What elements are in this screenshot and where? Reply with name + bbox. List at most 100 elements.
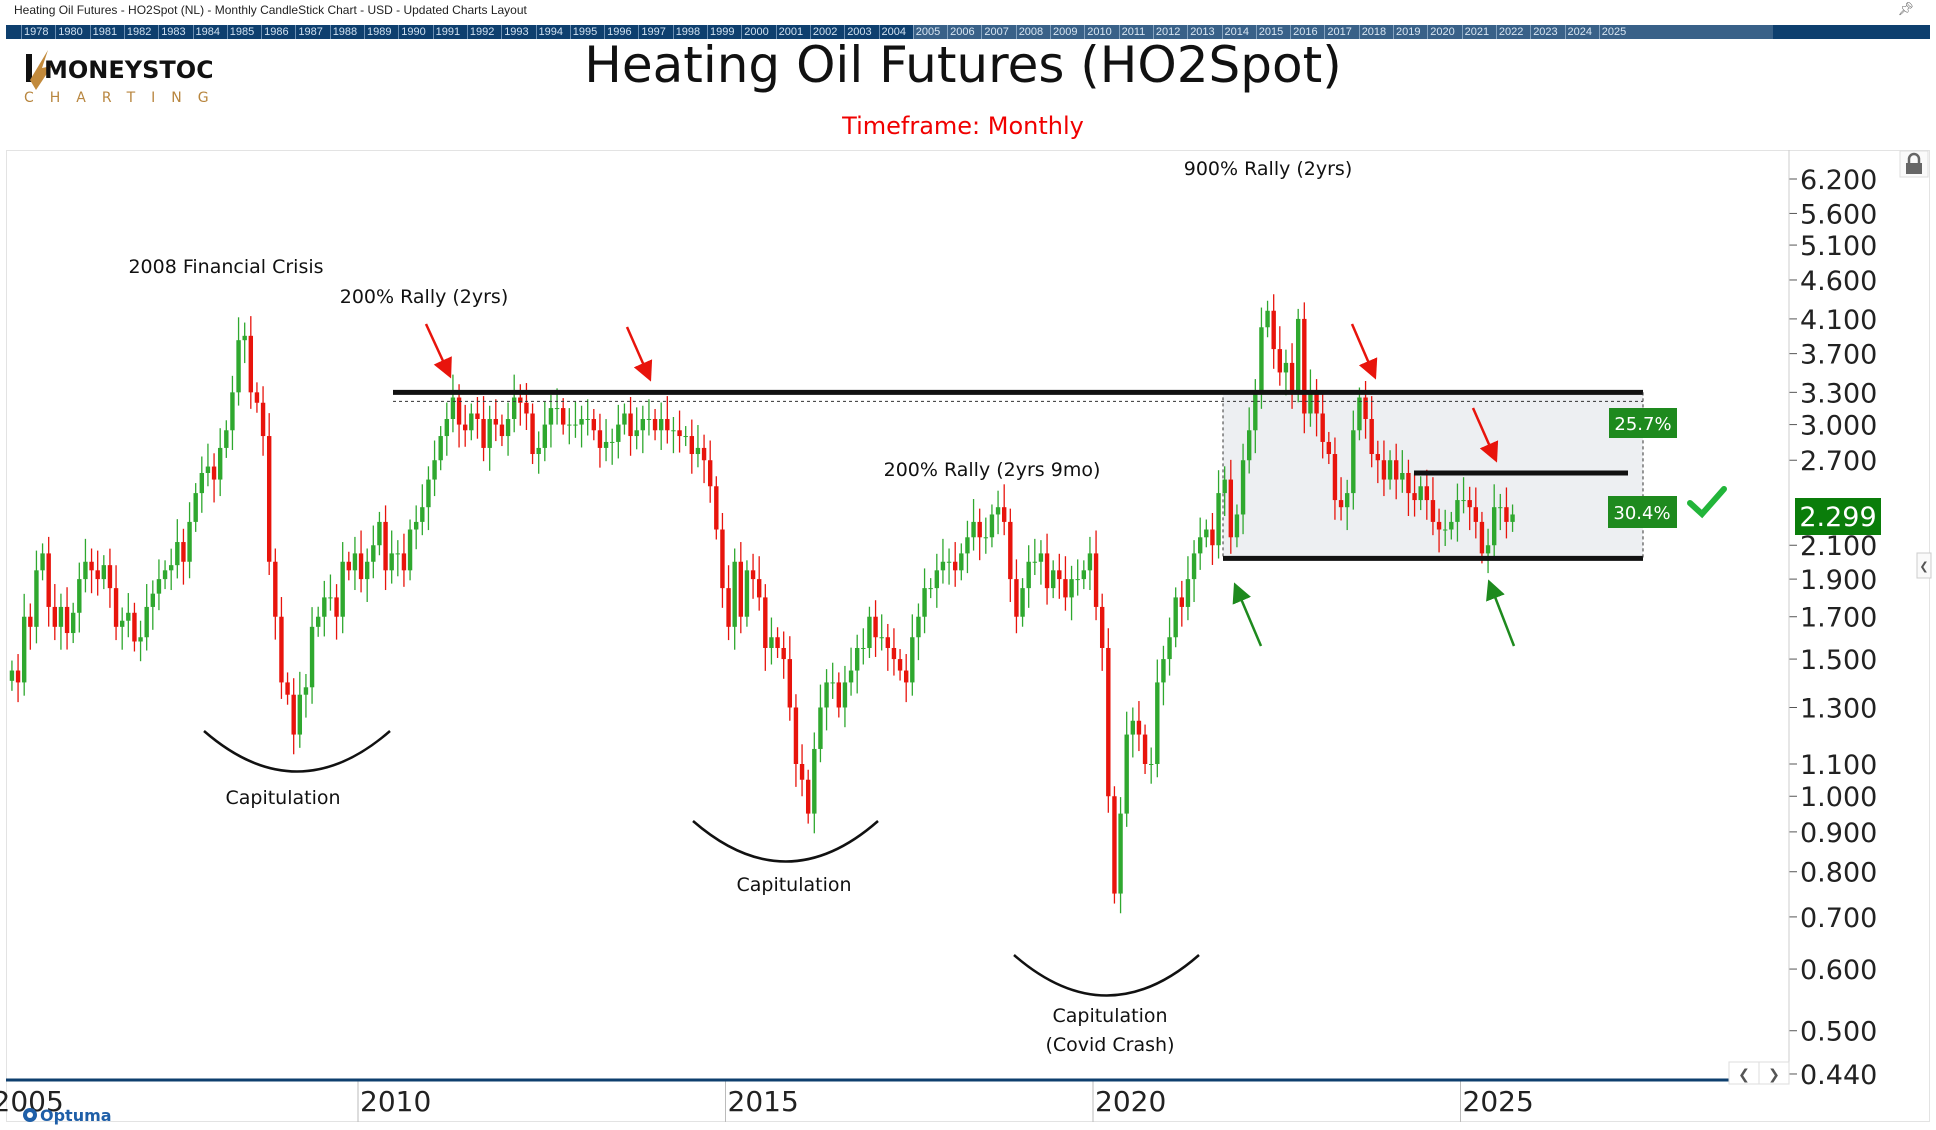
navigator-year[interactable]: 1993	[501, 25, 529, 39]
scroll-left-button[interactable]: ❮	[1728, 1061, 1760, 1085]
navigator-year[interactable]: 1986	[261, 25, 289, 39]
y-tick-label: 1.000	[1800, 782, 1877, 813]
navigator-year[interactable]: 1983	[158, 25, 186, 39]
navigator-year[interactable]: 1996	[604, 25, 632, 39]
navigator-year[interactable]: 2001	[775, 25, 803, 39]
navigator-year[interactable]: 1985	[226, 25, 254, 39]
navigator-year[interactable]: 2025	[1598, 25, 1626, 39]
candle-body	[303, 687, 309, 695]
red-arrow	[625, 326, 653, 382]
pin-icon[interactable]: 📌︎	[1897, 1, 1914, 16]
navigator-year[interactable]: 2019	[1393, 25, 1420, 39]
navigator-year[interactable]: 2014	[1221, 25, 1249, 39]
navigator-year[interactable]: 2006	[947, 25, 975, 39]
candle-body	[977, 521, 982, 538]
candle-body	[652, 418, 658, 431]
candle-body	[910, 637, 915, 683]
candle-body	[462, 424, 468, 431]
candle-body	[1357, 397, 1362, 431]
scroll-right-button[interactable]: ❯	[1758, 1061, 1790, 1085]
candle-body	[1118, 813, 1123, 894]
navigator-year[interactable]: 2023	[1530, 25, 1558, 39]
candle-body	[334, 597, 339, 617]
y-tick-label: 0.500	[1800, 1017, 1877, 1048]
chart-title: Heating Oil Futures (HO2Spot)	[584, 36, 1342, 94]
navigator-year[interactable]: 1998	[672, 25, 700, 39]
navigator-year[interactable]: 2004	[878, 25, 906, 39]
candle-body	[64, 606, 70, 634]
candle-body	[1369, 418, 1374, 455]
candle-body	[132, 612, 137, 642]
navigator-year[interactable]: 2015	[1255, 25, 1283, 39]
candle-body	[1142, 734, 1148, 765]
candle-body	[824, 682, 829, 708]
lock-icon[interactable]	[1899, 150, 1929, 178]
navigator-year[interactable]: 1988	[329, 25, 357, 39]
navigator-year[interactable]: 1981	[89, 25, 117, 39]
navigator-year[interactable]: 1997	[638, 25, 666, 39]
navigator-year[interactable]: 2020	[1427, 25, 1455, 39]
navigator-year[interactable]: 1987	[295, 25, 323, 39]
navigator-year[interactable]: 1984	[192, 25, 220, 39]
navigator-year[interactable]: 2009	[1050, 25, 1077, 39]
candle-body	[21, 616, 27, 683]
candle-body	[199, 472, 205, 494]
candle-body	[401, 553, 407, 571]
navigator-year[interactable]: 2005	[912, 25, 940, 39]
navigator-year[interactable]: 1980	[55, 25, 83, 39]
chart-frame	[6, 150, 1930, 1122]
navigator-year[interactable]: 2024	[1564, 25, 1592, 39]
navigator-year[interactable]: 1978	[21, 25, 48, 39]
navigator-year[interactable]: 1990	[398, 25, 426, 39]
candle-body	[15, 670, 21, 683]
time-navigator[interactable]: 1978 1980 1981 1982 1983 1984 1985 1986 1987 1988…	[6, 25, 1930, 39]
navigator-year[interactable]: 2000	[741, 25, 769, 39]
candle-body	[1050, 570, 1056, 589]
navigator-year[interactable]: 2007	[981, 25, 1009, 39]
candle-body	[58, 606, 64, 627]
navigator-year[interactable]: 2016	[1290, 25, 1318, 39]
candle-body	[818, 707, 823, 749]
candle-body	[144, 606, 149, 638]
navigator-selection[interactable]	[913, 25, 1773, 39]
candle-body	[505, 418, 511, 437]
navigator-year[interactable]: 1999	[707, 25, 734, 39]
candle-body	[812, 748, 817, 814]
navigator-year[interactable]: 1994	[535, 25, 563, 39]
navigator-year[interactable]: 1989	[364, 25, 391, 39]
navigator-year[interactable]: 2003	[844, 25, 872, 39]
candle-body	[1363, 397, 1368, 419]
candle-body	[989, 514, 995, 538]
candle-body	[695, 447, 701, 455]
candle-body	[1387, 460, 1393, 480]
candle-body	[101, 565, 107, 580]
collapse-panel-button[interactable]: ❮	[1916, 552, 1932, 579]
navigator-year[interactable]: 1995	[569, 25, 597, 39]
candle-body	[266, 436, 272, 562]
navigator-year[interactable]: 2008	[1015, 25, 1043, 39]
navigator-year[interactable]: 1992	[466, 25, 494, 39]
candle-body	[787, 659, 793, 708]
navigator-year[interactable]: 2018	[1358, 25, 1386, 39]
navigator-year[interactable]: 1991	[432, 25, 460, 39]
candle-body	[285, 682, 290, 695]
navigator-year[interactable]: 2021	[1461, 25, 1489, 39]
navigator-year[interactable]: 2013	[1187, 25, 1215, 39]
candle-body	[254, 392, 260, 403]
candle-body	[1289, 362, 1295, 393]
navigator-year[interactable]: 2012	[1152, 25, 1180, 39]
candle-body	[150, 593, 156, 607]
candle-body	[775, 637, 780, 648]
navigator-year[interactable]: 2010	[1084, 25, 1112, 39]
candle-body	[328, 597, 333, 599]
navigator-year[interactable]: 2002	[809, 25, 837, 39]
candle-body	[187, 521, 192, 562]
candle-body	[95, 570, 100, 580]
candle-body	[248, 335, 254, 393]
navigator-year[interactable]: 2011	[1118, 25, 1145, 39]
navigator-year[interactable]: 2022	[1495, 25, 1523, 39]
annotation-financial-crisis: 2008 Financial Crisis	[128, 256, 323, 278]
navigator-year[interactable]: 2017	[1324, 25, 1352, 39]
navigator-year[interactable]: 1982	[123, 25, 151, 39]
